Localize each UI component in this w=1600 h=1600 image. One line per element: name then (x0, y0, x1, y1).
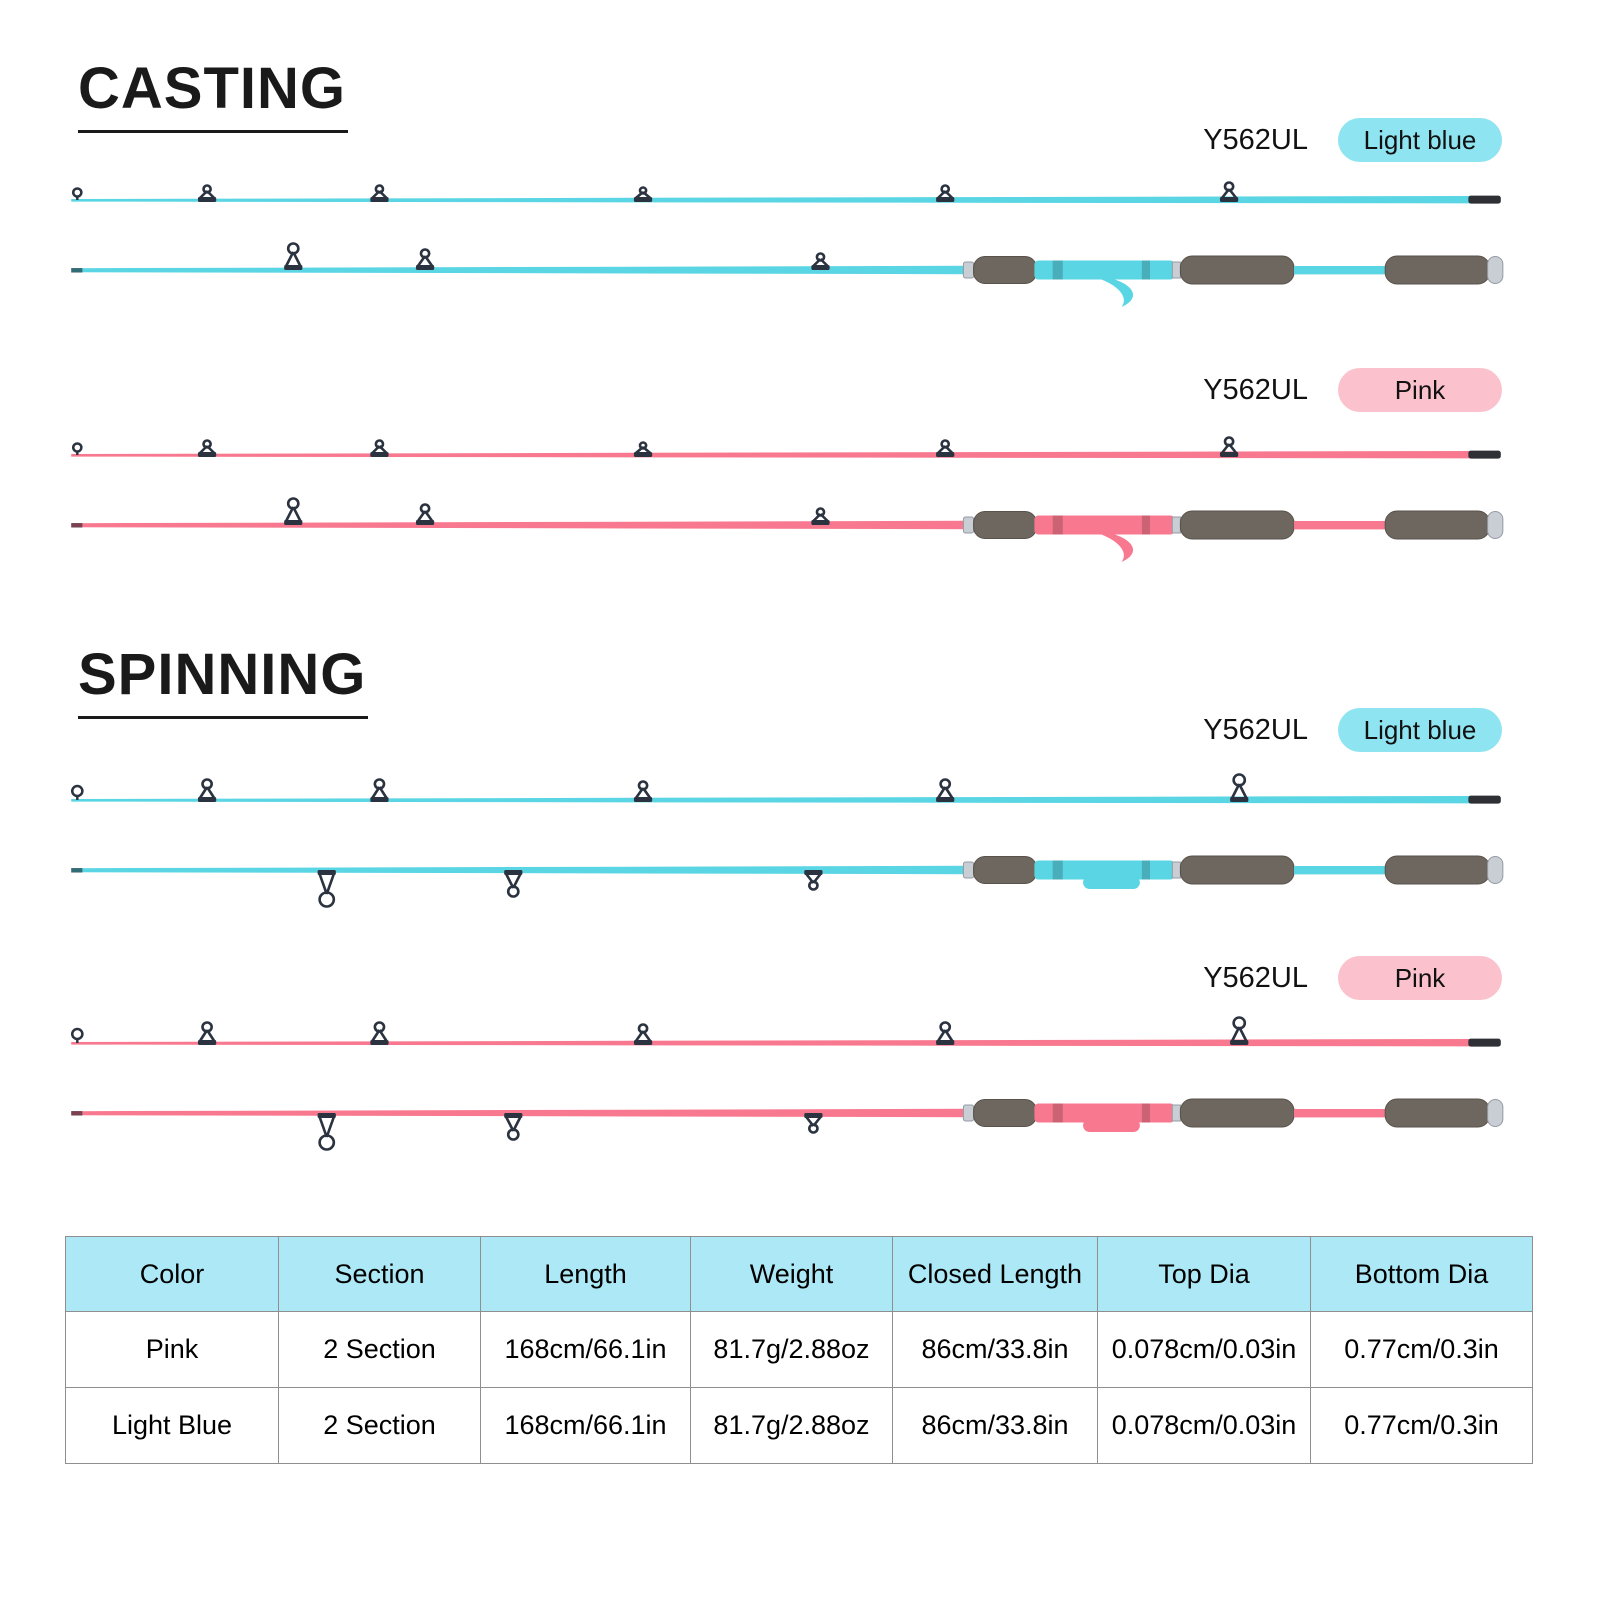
spec-header-bottom-dia: Bottom Dia (1310, 1236, 1533, 1312)
rod-label-row-spinning-lightblue: Y562UL Light blue (1203, 708, 1502, 752)
casting-rod-pink-image (55, 425, 1515, 565)
spec-cell: 2 Section (278, 1311, 481, 1388)
rod-label-row-casting-lightblue: Y562UL Light blue (1203, 118, 1502, 162)
spec-cell: 0.078cm/0.03in (1097, 1387, 1311, 1464)
model-number: Y562UL (1203, 713, 1308, 746)
spec-cell: 0.078cm/0.03in (1097, 1311, 1311, 1388)
rod-label-row-spinning-pink: Y562UL Pink (1203, 956, 1502, 1000)
model-number: Y562UL (1203, 961, 1308, 994)
color-badge-light-blue: Light blue (1338, 708, 1502, 752)
color-badge-light-blue: Light blue (1338, 118, 1502, 162)
spec-cell: 81.7g/2.88oz (690, 1311, 893, 1388)
spec-cell: Pink (65, 1311, 279, 1388)
spec-header-color: Color (65, 1236, 279, 1312)
spec-cell: 168cm/66.1in (480, 1311, 691, 1388)
spec-cell: 0.77cm/0.3in (1310, 1311, 1533, 1388)
spec-cell: 86cm/33.8in (892, 1311, 1098, 1388)
spinning-rod-light-blue-image (55, 770, 1515, 910)
spec-cell: Light Blue (65, 1387, 279, 1464)
spec-header-closed-length: Closed Length (892, 1236, 1098, 1312)
model-number: Y562UL (1203, 373, 1308, 406)
spec-row-pink: Pink 2 Section 168cm/66.1in 81.7g/2.88oz… (65, 1311, 1533, 1388)
spec-header-row: Color Section Length Weight Closed Lengt… (65, 1236, 1533, 1312)
spec-cell: 2 Section (278, 1387, 481, 1464)
spec-row-light-blue: Light Blue 2 Section 168cm/66.1in 81.7g/… (65, 1387, 1533, 1464)
spec-cell: 0.77cm/0.3in (1310, 1387, 1533, 1464)
spec-header-length: Length (480, 1236, 691, 1312)
spec-cell: 86cm/33.8in (892, 1387, 1098, 1464)
color-badge-pink: Pink (1338, 956, 1502, 1000)
section-title-casting: CASTING (78, 60, 348, 133)
spec-cell: 168cm/66.1in (480, 1387, 691, 1464)
casting-rod-light-blue-image (55, 170, 1515, 310)
spinning-rod-pink-image (55, 1013, 1515, 1153)
color-badge-pink: Pink (1338, 368, 1502, 412)
spec-header-weight: Weight (690, 1236, 893, 1312)
spec-cell: 81.7g/2.88oz (690, 1387, 893, 1464)
spec-header-top-dia: Top Dia (1097, 1236, 1311, 1312)
model-number: Y562UL (1203, 123, 1308, 156)
rod-label-row-casting-pink: Y562UL Pink (1203, 368, 1502, 412)
spec-table: Color Section Length Weight Closed Lengt… (65, 1236, 1533, 1464)
spec-header-section: Section (278, 1236, 481, 1312)
section-title-spinning: SPINNING (78, 646, 369, 719)
